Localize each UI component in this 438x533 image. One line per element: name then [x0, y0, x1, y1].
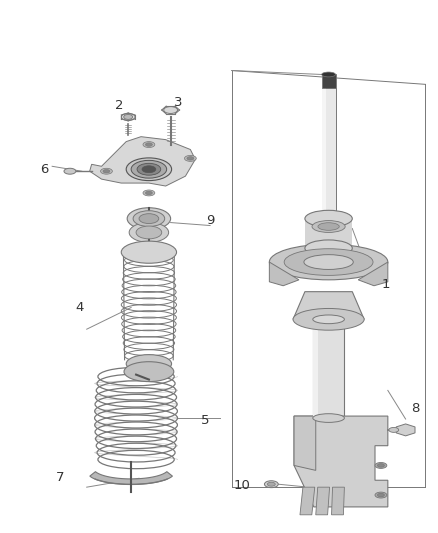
Ellipse shape	[131, 160, 167, 178]
Ellipse shape	[187, 157, 194, 160]
Polygon shape	[90, 136, 195, 186]
Text: 9: 9	[206, 214, 214, 227]
Ellipse shape	[284, 249, 373, 276]
Ellipse shape	[121, 114, 135, 120]
Ellipse shape	[126, 158, 172, 181]
Ellipse shape	[145, 191, 152, 195]
Ellipse shape	[145, 143, 152, 146]
Ellipse shape	[375, 492, 387, 498]
Text: 4: 4	[76, 301, 84, 314]
Ellipse shape	[304, 255, 353, 270]
Polygon shape	[300, 487, 315, 515]
Text: 6: 6	[40, 163, 49, 176]
Ellipse shape	[293, 309, 364, 330]
Text: 7: 7	[56, 471, 64, 484]
Polygon shape	[293, 292, 364, 319]
Ellipse shape	[313, 315, 344, 324]
Text: 3: 3	[174, 95, 183, 109]
Ellipse shape	[318, 223, 339, 230]
Text: 8: 8	[411, 402, 420, 415]
Text: 10: 10	[233, 479, 250, 491]
Polygon shape	[269, 262, 299, 286]
Polygon shape	[396, 424, 415, 436]
Polygon shape	[294, 416, 316, 471]
Polygon shape	[321, 88, 325, 219]
Ellipse shape	[305, 211, 352, 227]
Polygon shape	[316, 487, 329, 515]
Ellipse shape	[184, 156, 196, 161]
Ellipse shape	[313, 414, 344, 422]
Polygon shape	[90, 472, 173, 484]
Polygon shape	[358, 262, 388, 286]
Ellipse shape	[137, 163, 161, 175]
Ellipse shape	[133, 211, 165, 227]
Text: 1: 1	[381, 278, 390, 291]
Ellipse shape	[101, 168, 113, 174]
Ellipse shape	[124, 115, 133, 119]
Ellipse shape	[265, 481, 278, 488]
Ellipse shape	[164, 107, 177, 114]
Polygon shape	[305, 219, 352, 248]
Polygon shape	[294, 416, 388, 507]
Polygon shape	[321, 88, 336, 219]
Ellipse shape	[143, 190, 155, 196]
Polygon shape	[332, 487, 344, 515]
Ellipse shape	[269, 244, 388, 280]
Ellipse shape	[312, 221, 345, 232]
Ellipse shape	[64, 168, 76, 174]
Ellipse shape	[124, 362, 174, 382]
Ellipse shape	[305, 240, 352, 256]
Ellipse shape	[375, 463, 387, 469]
Ellipse shape	[389, 427, 399, 432]
Ellipse shape	[378, 494, 385, 497]
Ellipse shape	[142, 166, 156, 173]
Ellipse shape	[127, 208, 171, 230]
Polygon shape	[313, 319, 318, 418]
Polygon shape	[321, 75, 336, 88]
Text: 5: 5	[201, 414, 209, 426]
Polygon shape	[313, 319, 344, 418]
Ellipse shape	[129, 223, 169, 243]
Ellipse shape	[103, 169, 110, 173]
Ellipse shape	[321, 72, 336, 77]
Ellipse shape	[267, 482, 275, 486]
Ellipse shape	[136, 226, 162, 239]
Ellipse shape	[139, 214, 159, 223]
Ellipse shape	[143, 142, 155, 148]
Ellipse shape	[121, 241, 177, 263]
Text: 2: 2	[115, 99, 124, 111]
Ellipse shape	[126, 354, 172, 373]
Ellipse shape	[378, 464, 385, 467]
